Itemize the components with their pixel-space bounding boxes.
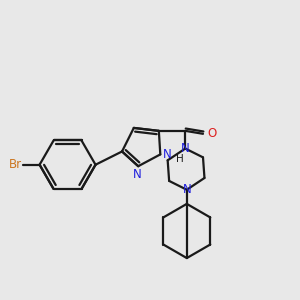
Text: N: N xyxy=(163,148,171,161)
Text: N: N xyxy=(182,183,191,196)
Text: N: N xyxy=(132,168,141,181)
Text: Br: Br xyxy=(9,158,22,171)
Text: H: H xyxy=(176,154,183,164)
Text: O: O xyxy=(207,127,217,140)
Text: N: N xyxy=(181,142,190,155)
